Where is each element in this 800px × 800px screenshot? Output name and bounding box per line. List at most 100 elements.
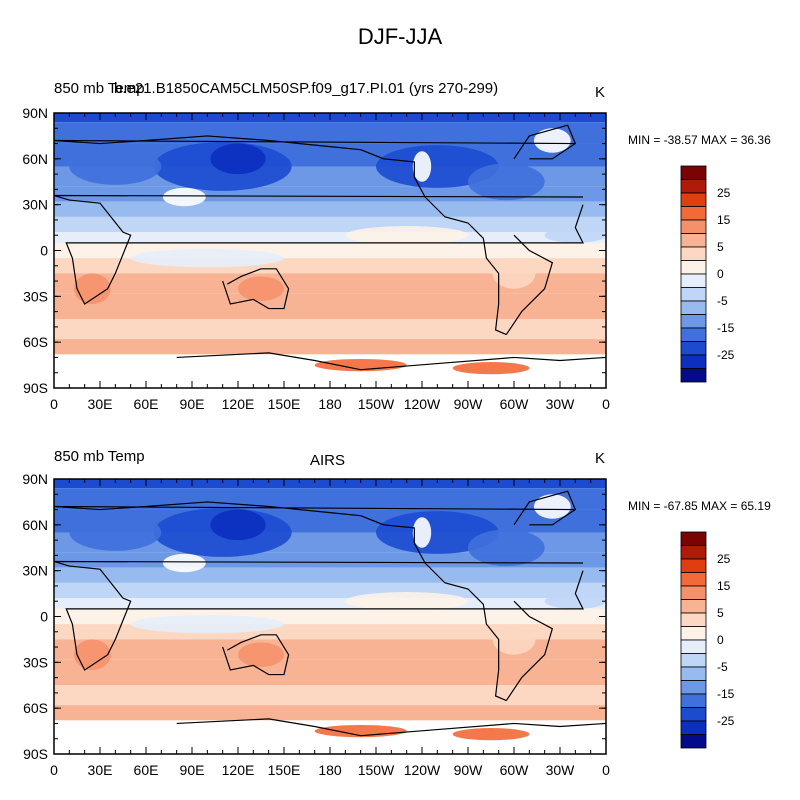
lon-tick-label: 0	[50, 762, 58, 778]
lon-tick-label: 60W	[500, 762, 530, 778]
panel-left-label: 850 mb Temp	[54, 80, 145, 97]
colorbar-swatch	[680, 179, 707, 194]
lat-tick-label: 60S	[23, 700, 48, 716]
lat-tick-label: 90S	[23, 380, 48, 396]
lat-tick-label: 0	[40, 243, 48, 259]
colorbar-swatch	[680, 287, 707, 302]
lat-tick-label: 60S	[23, 334, 48, 350]
colorbar-tick-label: -5	[717, 294, 728, 308]
colorbar-tick-label: -15	[717, 321, 735, 335]
colorbar-swatch	[680, 206, 707, 221]
lat-tick-label: 90S	[23, 746, 48, 762]
lon-tick-label: 150E	[268, 396, 301, 412]
colorbar-swatch	[680, 165, 707, 180]
colorbar-swatch	[680, 192, 707, 207]
lon-tick-label: 120E	[222, 762, 255, 778]
lon-tick-label: 30W	[546, 762, 576, 778]
lon-tick-label: 150W	[358, 396, 395, 412]
colorbar-swatch	[680, 680, 707, 695]
colorbar-swatch	[680, 693, 707, 708]
colorbar-swatch	[680, 260, 707, 275]
lon-tick-label: 180	[318, 396, 342, 412]
colorbar-swatch	[680, 300, 707, 315]
lon-tick-label: 90W	[454, 396, 484, 412]
panel-units: K	[595, 450, 606, 467]
minmax-readout: MIN = -67.85 MAX = 65.19	[628, 499, 771, 513]
colorbar-tick-label: 0	[717, 633, 724, 647]
colorbar-swatch	[680, 327, 707, 342]
lon-tick-label: 30W	[546, 396, 576, 412]
colorbar-tick-label: -25	[717, 714, 735, 728]
colorbar-swatch	[680, 653, 707, 668]
colorbar-tick-label: -25	[717, 348, 735, 362]
colorbar-tick-label: 25	[717, 552, 731, 566]
lon-tick-label: 90E	[180, 396, 205, 412]
colorbar-swatch	[680, 585, 707, 600]
panel-center-label: b.e21.B1850CAM5CLM50SP.f09_g17.PI.01 (yr…	[114, 80, 499, 97]
colorbar: 25 15 5 0 -5 -15 -25	[680, 531, 735, 749]
colorbar-tick-label: -15	[717, 687, 735, 701]
lat-tick-label: 30N	[22, 197, 48, 213]
lon-tick-label: 60W	[500, 396, 530, 412]
colorbar-swatch	[680, 639, 707, 654]
lon-tick-label: 60E	[134, 396, 159, 412]
colorbar: 25 15 5 0 -5 -15 -25	[680, 165, 735, 383]
panel-units: K	[595, 84, 606, 101]
panel-center-label: AIRS	[310, 452, 346, 469]
lat-tick-label: 30S	[23, 288, 48, 304]
map-panel-airs: 850 mb Temp AIRS K MIN = -67.85 MAX = 65…	[0, 366, 800, 800]
lon-tick-label: 120E	[222, 396, 255, 412]
colorbar-swatch	[680, 572, 707, 587]
map-panel-model: 850 mb Temp b.e21.B1850CAM5CLM50SP.f09_g…	[22, 80, 771, 412]
colorbar-swatch	[680, 734, 707, 749]
colorbar-tick-label: 25	[717, 186, 731, 200]
colorbar-swatch	[680, 720, 707, 735]
lon-tick-label: 30E	[88, 396, 113, 412]
colorbar-swatch	[680, 666, 707, 681]
figure-title: DJF-JJA	[357, 24, 443, 49]
lat-tick-label: 90N	[22, 105, 48, 121]
colorbar-swatch	[680, 599, 707, 614]
colorbar-swatch	[680, 558, 707, 573]
colorbar-swatch	[680, 545, 707, 560]
colorbar-tick-label: 15	[717, 213, 731, 227]
lat-tick-label: 60N	[22, 151, 48, 167]
lon-tick-label: 120W	[404, 762, 441, 778]
lon-tick-label: 150W	[358, 762, 395, 778]
colorbar-tick-label: -5	[717, 660, 728, 674]
colorbar-tick-label: 5	[717, 240, 724, 254]
colorbar-swatch	[680, 612, 707, 627]
lat-tick-label: 0	[40, 609, 48, 625]
lon-tick-label: 150E	[268, 762, 301, 778]
colorbar-swatch	[680, 707, 707, 722]
colorbar-swatch	[680, 341, 707, 356]
lat-tick-label: 90N	[22, 471, 48, 487]
panel-left-label: 850 mb Temp	[54, 448, 145, 465]
colorbar-swatch	[680, 368, 707, 383]
colorbar-tick-label: 0	[717, 267, 724, 281]
minmax-readout: MIN = -38.57 MAX = 36.36	[628, 133, 771, 147]
colorbar-tick-label: 15	[717, 579, 731, 593]
colorbar-swatch	[680, 246, 707, 261]
colorbar-swatch	[680, 219, 707, 234]
colorbar-swatch	[680, 626, 707, 641]
colorbar-swatch	[680, 273, 707, 288]
lon-tick-label: 120W	[404, 396, 441, 412]
colorbar-swatch	[680, 314, 707, 329]
lon-tick-label: 0	[602, 762, 610, 778]
lat-tick-label: 60N	[22, 517, 48, 533]
colorbar-swatch	[680, 233, 707, 248]
lon-tick-label: 180	[318, 762, 342, 778]
lon-tick-label: 60E	[134, 762, 159, 778]
lon-tick-label: 90E	[180, 762, 205, 778]
lat-tick-label: 30N	[22, 563, 48, 579]
colorbar-swatch	[680, 531, 707, 546]
lon-tick-label: 0	[50, 396, 58, 412]
lat-tick-label: 30S	[23, 654, 48, 670]
lon-tick-label: 30E	[88, 762, 113, 778]
lon-tick-label: 90W	[454, 762, 484, 778]
colorbar-tick-label: 5	[717, 606, 724, 620]
lon-tick-label: 0	[602, 396, 610, 412]
